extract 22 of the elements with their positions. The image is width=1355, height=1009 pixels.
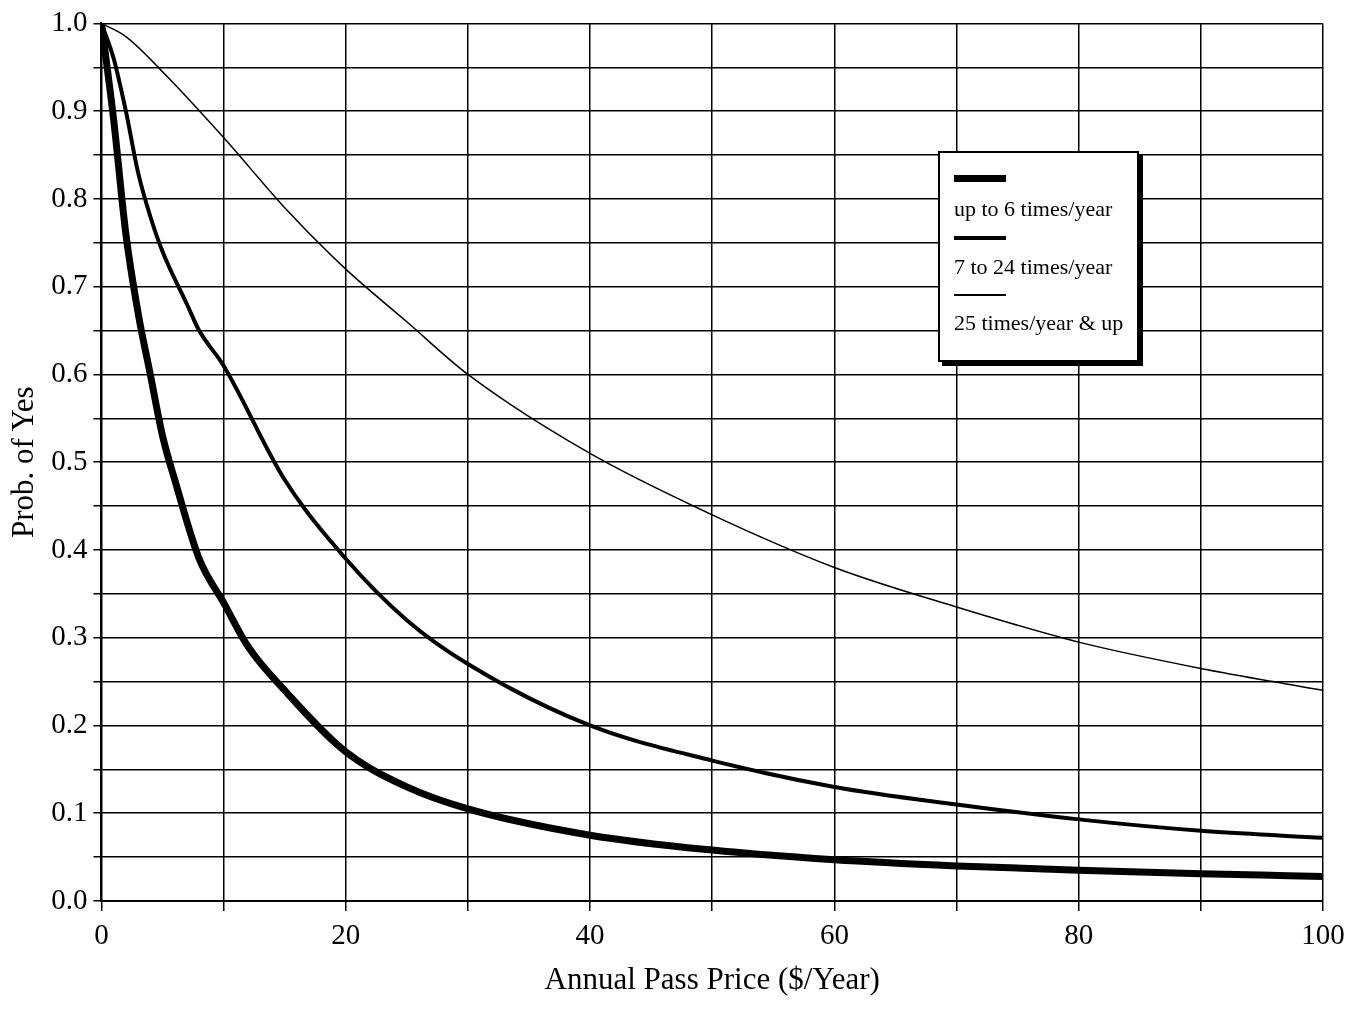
y-tick-label: 0.8 xyxy=(51,180,88,213)
x-axis-title: Annual Pass Price ($/Year) xyxy=(544,960,880,996)
y-tick-label: 0.1 xyxy=(51,794,88,827)
x-tick-label: 100 xyxy=(1301,918,1345,951)
x-tick-label: 0 xyxy=(94,918,109,951)
y-tick-label: 0.0 xyxy=(51,882,88,915)
legend-label: 7 to 24 times/year xyxy=(954,254,1114,281)
y-tick-label: 0.2 xyxy=(51,707,88,740)
y-tick-label: 1.0 xyxy=(51,5,88,38)
y-tick-label: 0.6 xyxy=(51,356,88,389)
y-axis-title: Prob. of Yes xyxy=(4,386,40,538)
x-tick-label: 20 xyxy=(331,918,361,951)
legend-label: up to 6 times/year xyxy=(954,196,1114,223)
x-tick-label: 40 xyxy=(575,918,605,951)
x-tick-label: 80 xyxy=(1064,918,1094,951)
legend-label: 25 times/year & up xyxy=(954,309,1124,336)
x-tick-label: 60 xyxy=(819,918,849,951)
y-tick-label: 0.4 xyxy=(51,531,88,564)
y-tick-label: 0.5 xyxy=(51,443,88,476)
y-tick-label: 0.7 xyxy=(51,268,88,301)
y-tick-label: 0.3 xyxy=(51,619,88,652)
y-tick-label: 0.9 xyxy=(51,92,88,125)
